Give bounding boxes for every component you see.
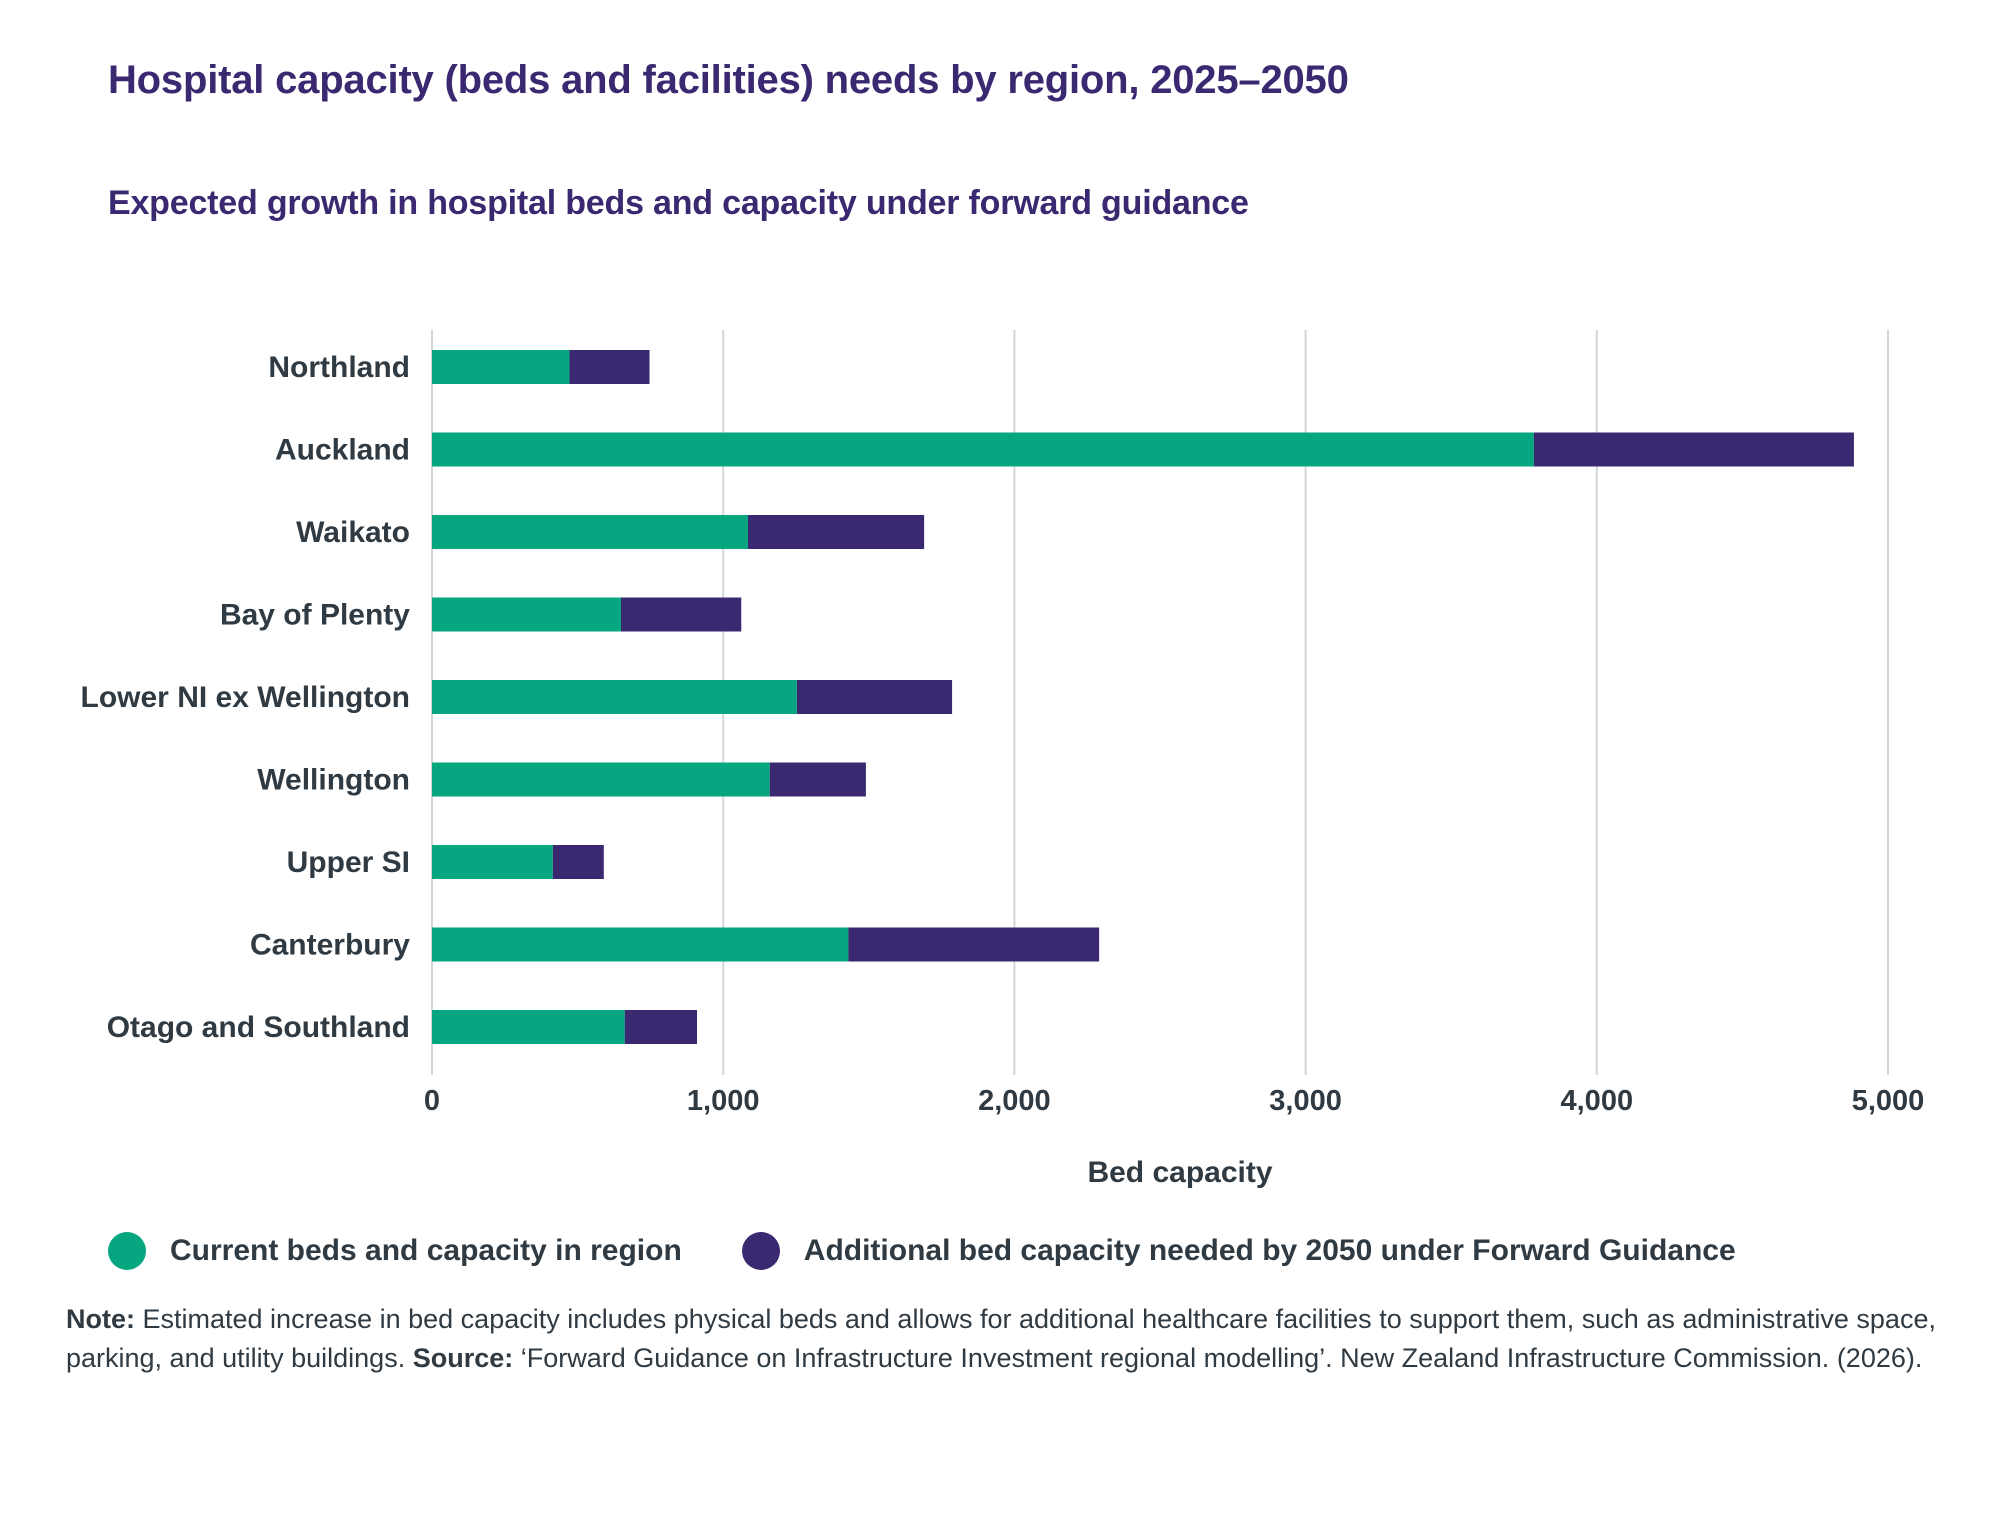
bar-current (432, 845, 553, 879)
x-axis-title: Bed capacity (1087, 1156, 1272, 1189)
source-text: ‘Forward Guidance on Infrastructure Inve… (513, 1343, 1923, 1373)
x-tick-label: 5,000 (1852, 1085, 1925, 1117)
x-tick-label: 2,000 (978, 1085, 1051, 1117)
x-tick-label: 0 (424, 1085, 440, 1117)
bar-current (432, 927, 849, 962)
category-label: Northland (268, 351, 410, 384)
legend-swatch-current (108, 1232, 146, 1270)
x-tick-label: 3,000 (1269, 1085, 1342, 1117)
x-tick-labels: 0 1,000 2,000 3,000 4,000 5,000 (424, 1085, 1924, 1117)
bar-additional (569, 350, 650, 384)
bar-additional (848, 927, 1100, 962)
source-label: Source: (412, 1343, 514, 1373)
x-tick-label: 4,000 (1561, 1085, 1634, 1117)
category-label: Upper SI (287, 846, 410, 879)
x-tick-label: 1,000 (687, 1085, 760, 1117)
note-text: Estimated increase in bed capacity inclu… (66, 1304, 1936, 1373)
bar-additional (1533, 432, 1854, 467)
bar-current (432, 432, 1534, 467)
legend-label-additional: Additional bed capacity needed by 2050 u… (803, 1234, 1736, 1267)
category-label: Lower NI ex Wellington (81, 681, 410, 714)
legend-item-current: Current beds and capacity in region (108, 1232, 682, 1270)
legend-label-current: Current beds and capacity in region (170, 1234, 682, 1267)
category-labels: Northland Auckland Waikato Bay of Plenty Low… (81, 351, 411, 1044)
category-label: Bay of Plenty (220, 599, 410, 632)
category-label: Otago and Southland (107, 1011, 410, 1044)
chart-subtitle: Expected growth in hospital beds and cap… (108, 184, 1249, 222)
category-label: Auckland (275, 434, 410, 467)
bar-current (432, 350, 570, 384)
category-label: Waikato (296, 516, 410, 549)
footnote: Note: Estimated increase in bed capacity… (66, 1300, 1946, 1378)
bar-additional (552, 845, 604, 879)
bars (432, 350, 1854, 1044)
bar-additional (624, 1010, 697, 1044)
bar-current (432, 762, 770, 797)
bar-current (432, 597, 621, 632)
bar-current (432, 680, 797, 714)
bar-additional (769, 762, 866, 797)
legend-swatch-additional (741, 1232, 780, 1270)
legend-item-additional: Additional bed capacity needed by 2050 u… (741, 1232, 1736, 1270)
category-label: Wellington (257, 764, 410, 797)
category-label: Canterbury (250, 929, 410, 962)
chart-title: Hospital capacity (beds and facilities) … (108, 58, 1349, 102)
note-label: Note: (66, 1304, 135, 1334)
bar-current (432, 1010, 625, 1044)
legend: Current beds and capacity in region Addi… (108, 1232, 1796, 1270)
bar-additional (747, 515, 925, 549)
bar-current (432, 515, 748, 549)
bar-additional (620, 597, 742, 632)
bar-additional (796, 680, 953, 714)
